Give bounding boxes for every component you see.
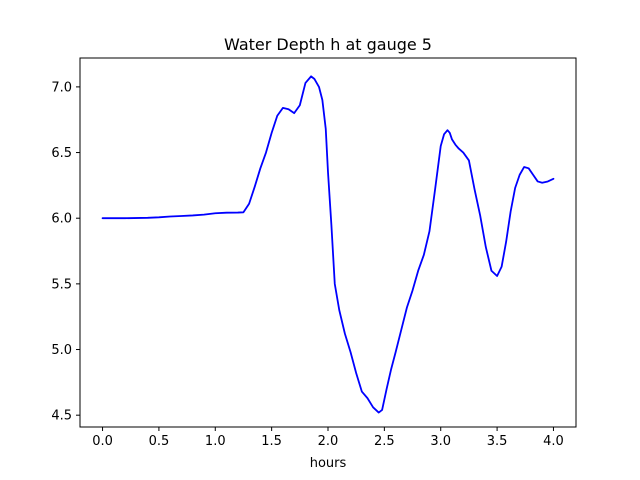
- x-tick-label: 0.0: [92, 434, 113, 449]
- plot-frame: [79, 57, 577, 428]
- x-tick-label: 4.0: [543, 434, 564, 449]
- series-line-h: [101, 75, 555, 414]
- x-tick-label: 3.0: [430, 434, 451, 449]
- y-tick-label: 7.0: [51, 80, 72, 95]
- x-tick-label: 1.0: [205, 434, 226, 449]
- x-tick-label: 1.5: [261, 434, 282, 449]
- y-tick-label: 5.5: [51, 277, 72, 292]
- y-tick-label: 5.0: [51, 343, 72, 358]
- x-axis-ticks: 0.0 0.5 1.0 1.5 2.0 2.5 3.0 3.5 4.0: [92, 427, 564, 449]
- x-axis-label: hours: [310, 456, 347, 471]
- x-tick-label: 2.0: [318, 434, 339, 449]
- y-tick-label: 4.5: [51, 409, 72, 424]
- x-tick-label: 2.5: [374, 434, 395, 449]
- y-tick-label: 6.5: [51, 146, 72, 161]
- y-axis-ticks: 4.5 5.0 5.5 6.0 6.5 7.0: [51, 80, 80, 424]
- series-layer: [101, 75, 555, 414]
- x-tick-label: 0.5: [149, 434, 170, 449]
- chart-title: Water Depth h at gauge 5: [224, 35, 432, 54]
- x-tick-label: 3.5: [487, 434, 508, 449]
- y-tick-label: 6.0: [51, 212, 72, 227]
